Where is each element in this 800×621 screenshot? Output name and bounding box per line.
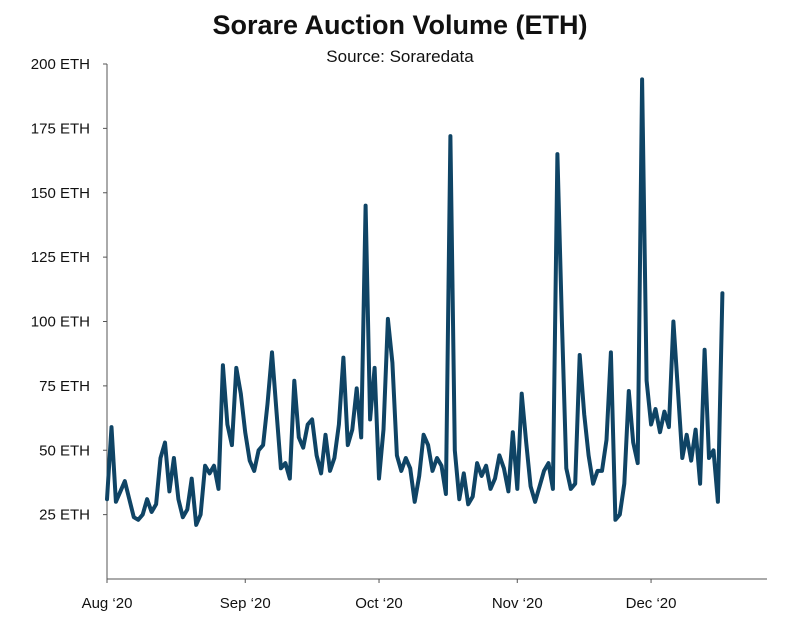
x-tick-label: Oct ‘20 — [355, 595, 403, 612]
y-tick-label: 125 ETH — [31, 249, 90, 266]
y-tick-label: 100 ETH — [31, 314, 90, 331]
y-tick-label: 175 ETH — [31, 120, 90, 137]
y-tick-label: 200 ETH — [31, 56, 90, 73]
x-tick-label: Nov ‘20 — [492, 595, 543, 612]
x-tick-label: Sep ‘20 — [220, 595, 271, 612]
chart-title: Sorare Auction Volume (ETH) — [212, 10, 588, 40]
series-group — [105, 77, 725, 527]
series-line — [105, 77, 725, 527]
x-axis-ticks: Aug ‘20 Sep ‘20 Oct ‘20 Nov ‘20 Dec ‘20 — [82, 579, 677, 612]
chart-axes — [106, 64, 767, 580]
y-tick-label: 150 ETH — [31, 185, 90, 202]
y-tick-label: 75 ETH — [39, 378, 90, 395]
x-tick-label: Aug ‘20 — [82, 595, 133, 612]
y-tick-label: 25 ETH — [39, 507, 90, 524]
y-axis-ticks: 25 ETH 50 ETH 75 ETH 100 ETH 125 ETH 150 ETH 1… — [31, 56, 107, 524]
y-tick-label: 50 ETH — [39, 442, 90, 459]
chart-subtitle: Source: Soraredata — [326, 47, 474, 66]
x-tick-label: Dec ‘20 — [626, 595, 677, 612]
